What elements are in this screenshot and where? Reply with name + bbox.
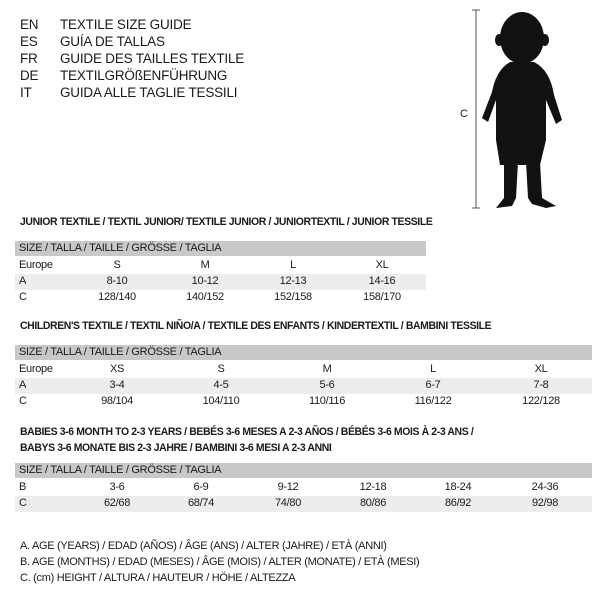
legend: A. AGE (YEARS) / EDAD (AÑOS) / ÂGE (ANS)… — [20, 538, 420, 586]
table-row: A 8-10 10-12 12-13 14-16 — [15, 274, 426, 290]
lang-fr: FR GUIDE DES TAILLES TEXTILE — [20, 51, 245, 66]
table-row: A 3-4 4-5 5-6 6-7 7-8 — [15, 378, 592, 394]
junior-title: JUNIOR TEXTILE / TEXTIL JUNIOR/ TEXTILE … — [20, 216, 433, 228]
table-header: SIZE / TALLA / TAILLE / GRÖSSE / TAGLIA — [15, 241, 426, 256]
table-row: Europe XS S M L XL — [19, 363, 548, 375]
legend-b: B. AGE (MONTHS) / EDAD (MESES) / ÂGE (MO… — [20, 556, 420, 568]
lang-de: DE TEXTILGRÖßENFÜHRUNG — [20, 68, 228, 83]
table-header: SIZE / TALLA / TAILLE / GRÖSSE / TAGLIA — [15, 345, 592, 360]
table-row: B 3-6 6-9 9-12 12-18 18-24 24-36 — [19, 481, 559, 493]
lang-en: EN TEXTILE SIZE GUIDE — [20, 17, 192, 32]
babies-title-line2: BABYS 3-6 MONATE BIS 2-3 JAHRE / BAMBINI… — [20, 442, 332, 454]
language-list: EN TEXTILE SIZE GUIDE ES GUÍA DE TALLAS FR… — [20, 16, 244, 101]
child-silhouette-icon — [472, 9, 562, 209]
babies-title-line1: BABIES 3-6 MONTH TO 2-3 YEARS / BEBÉS 3-… — [20, 426, 474, 438]
babies-size-table: SIZE / TALLA / TAILLE / GRÖSSE / TAGLIA … — [15, 463, 592, 512]
table-row: Europe S M L XL — [19, 259, 389, 271]
table-row: C 62/68 68/74 74/80 80/86 86/92 92/98 — [15, 496, 592, 512]
children-size-table: SIZE / TALLA / TAILLE / GRÖSSE / TAGLIA … — [15, 345, 592, 410]
lang-it: IT GUIDA ALLE TAGLIE TESSILI — [20, 85, 238, 100]
table-row: C 128/140 140/152 152/158 158/170 — [19, 291, 401, 303]
legend-c: C. (cm) HEIGHT / ALTURA / HAUTEUR / HÖHE… — [20, 572, 296, 584]
table-row: C 98/104 104/110 110/116 116/122 122/128 — [19, 395, 560, 407]
legend-a: A. AGE (YEARS) / EDAD (AÑOS) / ÂGE (ANS)… — [20, 540, 387, 552]
junior-size-table: SIZE / TALLA / TAILLE / GRÖSSE / TAGLIA … — [15, 241, 426, 306]
lang-es: ES GUÍA DE TALLAS — [20, 34, 165, 49]
children-title: CHILDREN'S TEXTILE / TEXTIL NIÑO/A / TEX… — [20, 320, 492, 332]
table-header: SIZE / TALLA / TAILLE / GRÖSSE / TAGLIA — [15, 463, 592, 478]
height-measure-label: C — [460, 108, 468, 120]
